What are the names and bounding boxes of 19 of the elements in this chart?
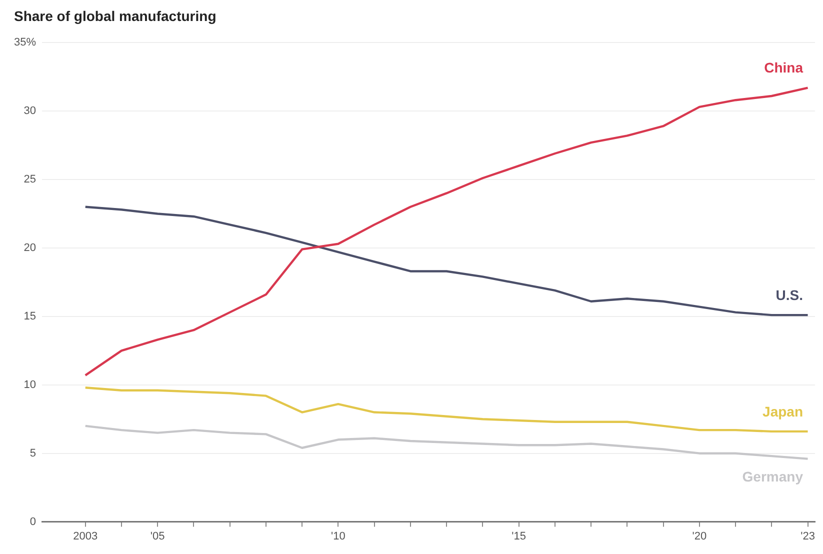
y-tick-label: 35%: [14, 36, 36, 49]
x-tick-label: '10: [331, 530, 346, 542]
series-label: U.S.: [776, 286, 803, 303]
x-tick-label: '15: [512, 530, 526, 542]
y-tick-label: 30: [24, 105, 36, 118]
y-tick-label: 10: [24, 378, 36, 391]
y-tick-label: 20: [24, 242, 36, 254]
y-tick-label: 15: [24, 310, 36, 322]
x-tick-label: '23: [800, 530, 815, 542]
x-tick-label: '05: [150, 530, 165, 542]
x-tick-label: '20: [692, 530, 707, 542]
y-tick-label: 5: [30, 447, 36, 460]
series-label: Japan: [762, 403, 803, 420]
series-label: China: [764, 60, 804, 76]
chart-title: Share of global manufacturing: [14, 8, 216, 24]
x-tick-label: 2003: [73, 530, 98, 542]
y-tick-label: 25: [24, 174, 36, 186]
series-label: Germany: [742, 468, 804, 485]
y-tick-label: 0: [30, 516, 36, 528]
